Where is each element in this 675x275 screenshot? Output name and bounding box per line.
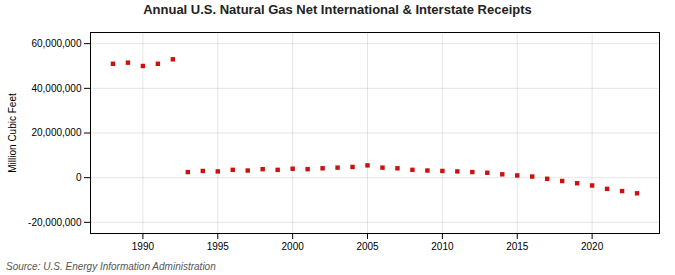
svg-text:2000: 2000 [282, 241, 305, 252]
svg-text:1990: 1990 [132, 241, 155, 252]
svg-text:2005: 2005 [356, 241, 379, 252]
svg-text:60,000,000: 60,000,000 [31, 38, 81, 49]
svg-text:0: 0 [76, 172, 82, 183]
svg-text:-20,000,000: -20,000,000 [28, 217, 82, 228]
svg-text:2010: 2010 [431, 241, 454, 252]
html-text:Annual U.S. Natural Gas Net In: Annual U.S. Natural Gas Net Internationa… [143, 2, 532, 17]
html-text:Source: U.S. Energy Informatio: Source: U.S. Energy Information Administ… [6, 261, 216, 272]
svg-text:40,000,000: 40,000,000 [31, 83, 81, 94]
svg-text:1995: 1995 [207, 241, 230, 252]
svg-text:20,000,000: 20,000,000 [31, 127, 81, 138]
svg-text:2020: 2020 [581, 241, 604, 252]
svg-text:2015: 2015 [506, 241, 529, 252]
svg-text:Million Cubic Feet: Million Cubic Feet [7, 93, 18, 173]
